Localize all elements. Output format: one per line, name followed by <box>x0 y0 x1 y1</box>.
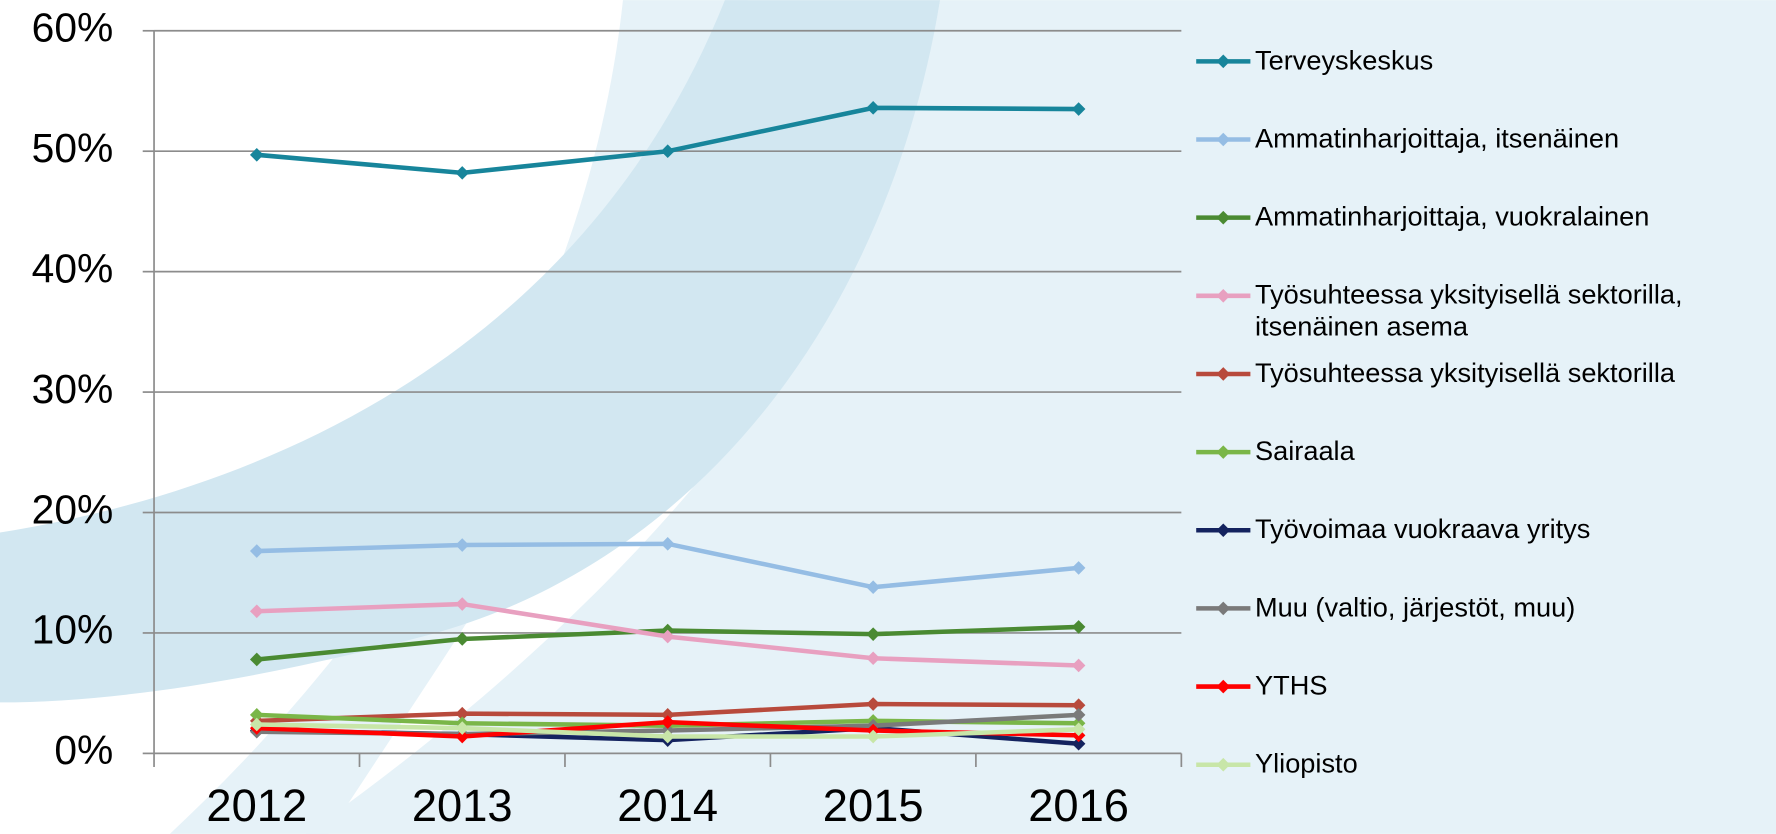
legend-swatch <box>1196 358 1250 390</box>
legend-swatch <box>1196 202 1250 234</box>
legend-entry: Työvoimaa vuokraava yritys <box>1196 514 1774 592</box>
x-tick-label: 2012 <box>206 780 307 831</box>
y-tick-label: 10% <box>32 607 114 653</box>
legend-marker <box>1216 758 1230 772</box>
y-tick-label: 0% <box>54 727 113 773</box>
legend-label: Sairaala <box>1255 436 1355 468</box>
y-tick-label: 50% <box>32 125 114 171</box>
legend-label: Työsuhteessa yksityisellä sektorilla, it… <box>1255 280 1774 343</box>
legend-label: Yliopisto <box>1255 749 1358 781</box>
legend-marker <box>1216 367 1230 381</box>
legend-swatch <box>1196 671 1250 703</box>
legend-marker <box>1216 55 1230 69</box>
legend-entry: Terveyskeskus <box>1196 45 1774 123</box>
legend-label: Terveyskeskus <box>1255 45 1433 77</box>
y-tick-label: 40% <box>32 245 114 291</box>
legend-label: YTHS <box>1255 671 1328 703</box>
legend-entry: YTHS <box>1196 671 1774 749</box>
legend-entry: Ammatinharjoittaja, vuokralainen <box>1196 202 1774 280</box>
legend-entry: Ammatinharjoittaja, itsenäinen <box>1196 124 1774 202</box>
x-tick-label: 2013 <box>412 780 513 831</box>
legend-marker <box>1216 523 1230 537</box>
legend-swatch <box>1196 436 1250 468</box>
x-tick-label: 2016 <box>1028 780 1129 831</box>
legend-label: Ammatinharjoittaja, itsenäinen <box>1255 124 1619 156</box>
legend-marker <box>1216 680 1230 694</box>
legend-swatch <box>1196 593 1250 625</box>
legend-box: Terveyskeskus Ammatinharjoittaja, itsenäi… <box>1196 45 1774 827</box>
legend-marker <box>1216 289 1230 303</box>
legend-entry: Työsuhteessa yksityisellä sektorilla, it… <box>1196 280 1774 358</box>
x-tick-label: 2014 <box>617 780 718 831</box>
legend-marker <box>1216 602 1230 616</box>
x-tick-label: 2015 <box>823 780 924 831</box>
legend-swatch <box>1196 280 1250 312</box>
legend-entry: Sairaala <box>1196 436 1774 514</box>
legend-marker <box>1216 133 1230 147</box>
legend-label: Ammatinharjoittaja, vuokralainen <box>1255 202 1649 234</box>
legend-label: Työsuhteessa yksityisellä sektorilla <box>1255 358 1675 390</box>
legend-marker <box>1216 211 1230 225</box>
legend-swatch <box>1196 45 1250 77</box>
legend-swatch <box>1196 749 1250 781</box>
legend-marker <box>1216 445 1230 459</box>
legend-entry: Yliopisto <box>1196 749 1774 827</box>
chart: 0% 10% 20% 30% 40% 50% 60% 2012 2013 2014 2015 2016… <box>0 0 1776 834</box>
legend-swatch <box>1196 514 1250 546</box>
legend-entry: Työsuhteessa yksityisellä sektorilla <box>1196 358 1774 436</box>
y-tick-label: 30% <box>32 366 114 412</box>
legend-entry: Muu (valtio, järjestöt, muu) <box>1196 593 1774 671</box>
legend-swatch <box>1196 124 1250 156</box>
legend-label: Muu (valtio, järjestöt, muu) <box>1255 593 1575 625</box>
y-tick-label: 60% <box>32 5 114 51</box>
y-tick-label: 20% <box>32 486 114 532</box>
legend-label: Työvoimaa vuokraava yritys <box>1255 514 1590 546</box>
legend: Terveyskeskus Ammatinharjoittaja, itsenäi… <box>1196 45 1774 827</box>
